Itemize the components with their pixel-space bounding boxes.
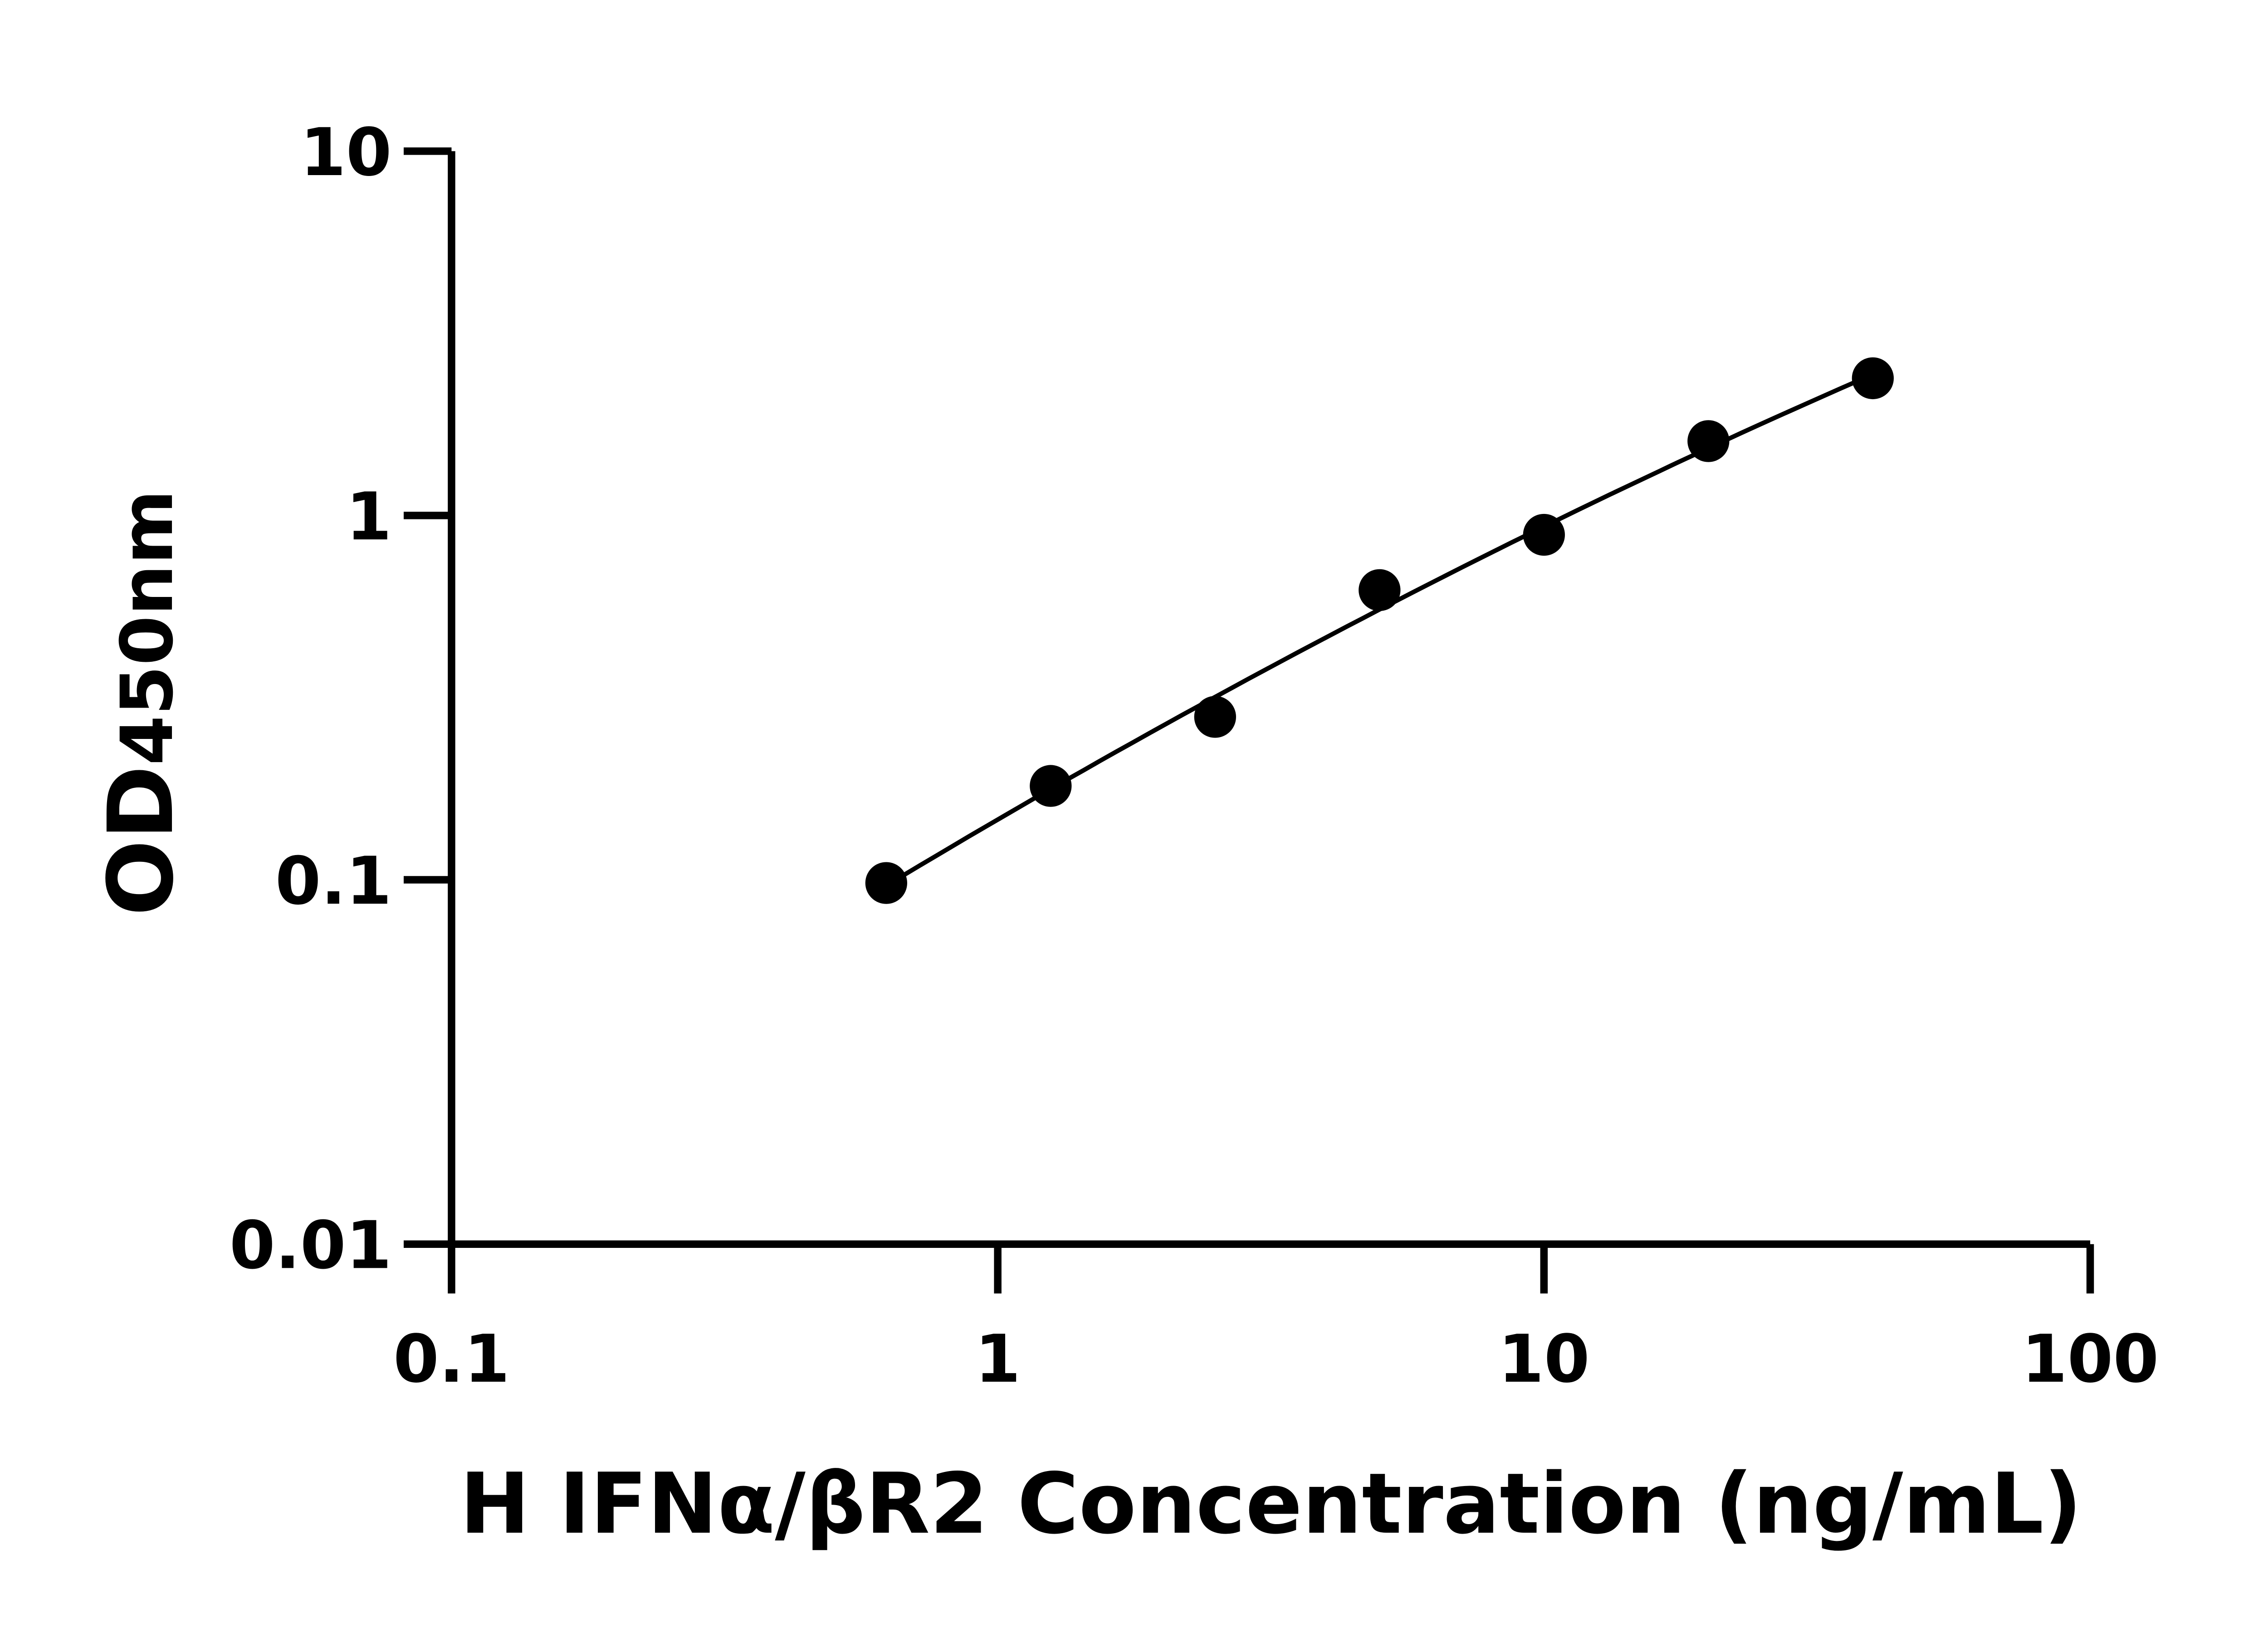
data-point (1359, 569, 1401, 611)
y-axis-label: OD450nm (88, 490, 193, 916)
data-point (1523, 513, 1565, 556)
y-axis-label-sub: 450nm (106, 490, 189, 766)
x-tick-label: 10 (1498, 1321, 1590, 1398)
x-axis-label: H IFNα/βR2 Concentration (ng/mL) (460, 1455, 2082, 1553)
data-point (1030, 765, 1072, 807)
data-point (865, 862, 907, 904)
x-tick-label: 1 (975, 1321, 1021, 1398)
y-tick-label: 0.01 (230, 1207, 392, 1284)
y-axis-label-main: OD (88, 765, 193, 916)
x-tick-label: 0.1 (393, 1321, 510, 1398)
x-tick-label: 100 (2022, 1321, 2159, 1398)
y-tick-label: 0.1 (275, 843, 392, 919)
data-points (865, 357, 1894, 904)
data-point (1687, 420, 1730, 462)
y-tick-label: 1 (346, 479, 392, 555)
data-point (1852, 357, 1894, 400)
y-tick-label: 10 (300, 114, 392, 191)
data-point (1194, 696, 1236, 738)
